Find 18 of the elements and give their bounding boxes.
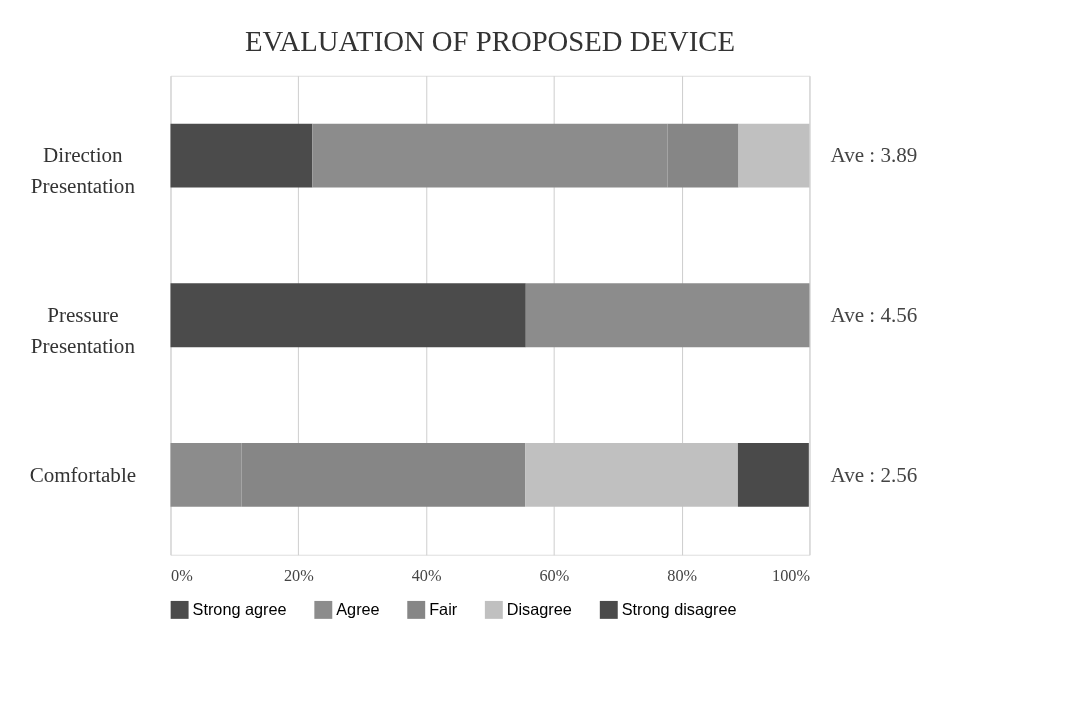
text: Ave : 3.89 (830, 143, 918, 168)
y-tick-label: Pressure Presentation (30, 302, 136, 358)
x-tick-label: 0% (171, 566, 193, 586)
y-tick-label: Direction Presentation (30, 143, 136, 198)
x-tick-label: 60% (539, 566, 570, 586)
legend-label: Strong disagree (621, 599, 737, 618)
chart-title: EVALUATION OF PROPOSED DEVICE (244, 24, 736, 57)
text: Ave : 4.56 (830, 302, 918, 327)
text: Ave : 2.56 (830, 462, 918, 487)
x-tick-label: 20% (283, 566, 314, 586)
legend-label: Agree (336, 599, 380, 618)
legend-label: Strong agree (192, 599, 287, 618)
x-tick-label: 100% (772, 566, 810, 586)
x-tick-label: 40% (411, 566, 442, 586)
y-tick-label: Comfortable (29, 462, 137, 487)
x-tick-label: 80% (667, 566, 698, 586)
legend-label: Disagree (506, 599, 572, 618)
legend-label: Fair (429, 599, 458, 618)
